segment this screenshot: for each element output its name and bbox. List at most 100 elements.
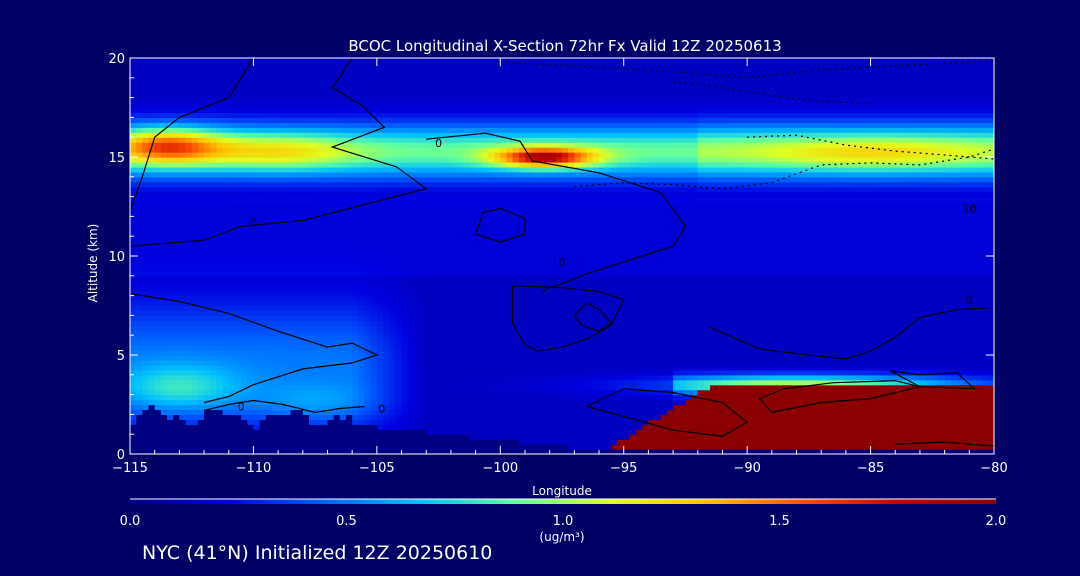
concentration-cell: [241, 315, 248, 321]
concentration-cell: [926, 285, 933, 292]
concentration-cell: [617, 325, 625, 331]
concentration-cell: [210, 340, 217, 346]
concentration-cell: [457, 424, 464, 430]
concentration-cell: [747, 404, 754, 411]
concentration-cell: [969, 444, 977, 450]
concentration-cell: [858, 374, 865, 381]
concentration-cell: [703, 424, 711, 430]
concentration-cell: [636, 355, 643, 361]
concentration-cell: [919, 295, 927, 302]
concentration-cell: [247, 449, 255, 454]
concentration-cell: [716, 414, 724, 420]
concentration-cell: [759, 434, 767, 440]
concentration-cell: [876, 439, 884, 445]
concentration-cell: [537, 444, 545, 450]
concentration-cell: [308, 429, 316, 435]
concentration-cell: [389, 419, 396, 425]
concentration-cell: [352, 300, 359, 307]
concentration-cell: [568, 419, 575, 425]
concentration-cell: [555, 350, 563, 356]
concentration-cell: [265, 275, 273, 282]
concentration-cell: [173, 330, 180, 336]
concentration-cell: [302, 434, 310, 440]
concentration-cell: [321, 439, 329, 445]
concentration-cell: [413, 379, 421, 386]
concentration-cell: [370, 409, 378, 415]
concentration-cell: [432, 315, 440, 321]
concentration-cell: [815, 374, 822, 381]
concentration-cell: [321, 429, 329, 435]
concentration-cell: [728, 340, 736, 346]
concentration-cell: [827, 434, 835, 440]
concentration-cell: [327, 384, 335, 391]
concentration-cell: [173, 374, 180, 381]
concentration-cell: [636, 320, 643, 326]
concentration-cell: [197, 374, 205, 381]
concentration-cell: [247, 280, 255, 287]
concentration-cell: [710, 399, 717, 406]
concentration-cell: [956, 305, 964, 312]
concentration-cell: [426, 389, 433, 396]
concentration-cell: [383, 444, 390, 450]
concentration-cell: [802, 325, 810, 331]
concentration-cell: [703, 399, 711, 406]
concentration-cell: [518, 355, 526, 361]
concentration-cell: [790, 340, 798, 346]
concentration-cell: [346, 295, 353, 302]
concentration-cell: [469, 335, 477, 341]
concentration-cell: [599, 389, 606, 396]
concentration-cell: [457, 325, 464, 331]
concentration-cell: [944, 340, 952, 346]
concentration-cell: [358, 394, 366, 401]
concentration-cell: [852, 404, 859, 411]
concentration-cell: [555, 429, 563, 435]
concentration-cell: [389, 429, 396, 435]
concentration-cell: [234, 320, 242, 326]
concentration-cell: [710, 315, 717, 321]
concentration-cell: [950, 330, 958, 336]
concentration-cell: [383, 399, 390, 406]
concentration-cell: [580, 315, 588, 321]
concentration-cell: [660, 439, 668, 445]
concentration-cell: [241, 369, 248, 376]
concentration-cell: [555, 394, 563, 401]
concentration-cell: [136, 325, 143, 331]
concentration-cell: [691, 374, 699, 381]
concentration-cell: [247, 305, 255, 312]
concentration-cell: [580, 444, 588, 450]
concentration-cell: [321, 424, 329, 430]
concentration-cell: [302, 404, 310, 411]
concentration-cell: [216, 300, 224, 307]
concentration-cell: [531, 295, 538, 302]
concentration-cell: [932, 285, 940, 292]
concentration-cell: [765, 409, 773, 415]
concentration-cell: [136, 404, 143, 411]
concentration-cell: [734, 404, 742, 411]
concentration-cell: [333, 429, 341, 435]
concentration-cell: [216, 369, 224, 376]
concentration-cell: [913, 325, 921, 331]
concentration-cell: [784, 449, 791, 454]
concentration-cell: [759, 374, 767, 381]
concentration-cell: [450, 310, 458, 316]
concentration-cell: [296, 364, 304, 371]
concentration-cell: [950, 424, 958, 430]
concentration-cell: [685, 355, 693, 361]
concentration-cell: [160, 275, 168, 282]
concentration-cell: [666, 409, 674, 415]
concentration-cell: [241, 350, 248, 356]
concentration-cell: [333, 305, 341, 312]
concentration-cell: [432, 409, 440, 415]
concentration-cell: [753, 444, 761, 450]
concentration-cell: [821, 305, 828, 312]
concentration-cell: [475, 280, 483, 287]
concentration-cell: [629, 285, 637, 292]
concentration-cell: [253, 300, 261, 307]
concentration-cell: [611, 449, 619, 454]
concentration-cell: [327, 310, 335, 316]
concentration-cell: [481, 355, 489, 361]
concentration-cell: [685, 404, 693, 411]
concentration-cell: [333, 300, 341, 307]
concentration-cell: [271, 275, 279, 282]
concentration-cell: [352, 320, 359, 326]
